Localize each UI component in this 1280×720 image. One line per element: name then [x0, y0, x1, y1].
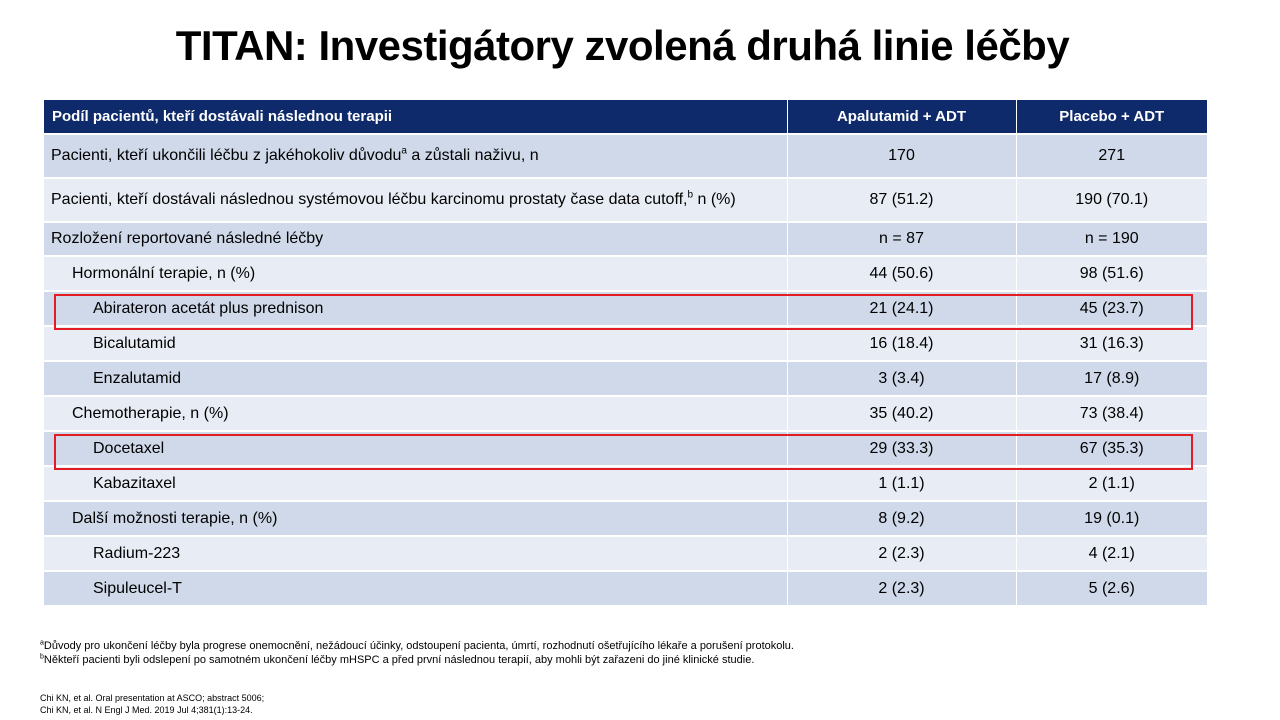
table-row: Hormonální terapie, n (%) 44 (50.6) 98 (… — [44, 255, 1207, 291]
row-label: Bicalutamid — [44, 325, 788, 361]
slide-title: TITAN: Investigátory zvolená druhá linie… — [175, 22, 1070, 69]
table-row: Abirateron acetát plus prednison 21 (24.… — [44, 290, 1207, 326]
apalutamid-value: 44 (50.6) — [787, 255, 1017, 291]
header-apalutamid: Apalutamid + ADT — [787, 100, 1017, 134]
row-label: Abirateron acetát plus prednison — [44, 290, 788, 326]
apalutamid-value: 29 (33.3) — [787, 430, 1017, 466]
row-label: Chemotherapie, n (%) — [44, 395, 788, 431]
row-label: Hormonální terapie, n (%) — [44, 255, 788, 291]
highlight-box-docetaxel — [54, 434, 1193, 470]
table-row: Další možnosti terapie, n (%) 8 (9.2) 19… — [44, 500, 1207, 536]
table-header-row: Podíl pacientů, kteří dostávali následno… — [44, 100, 1207, 134]
table-row: Bicalutamid 16 (18.4) 31 (16.3) — [44, 325, 1207, 361]
table-row: Docetaxel 29 (33.3) 67 (35.3) — [44, 430, 1207, 466]
row-label: Radium-223 — [44, 535, 788, 571]
row-label: Enzalutamid — [44, 360, 788, 396]
apalutamid-value: 8 (9.2) — [787, 500, 1017, 536]
apalutamid-value: n = 87 — [787, 221, 1017, 256]
header-proportion: Podíl pacientů, kteří dostávali následno… — [44, 100, 788, 134]
footnote-a: aDůvody pro ukončení léčby byla progrese… — [40, 639, 794, 652]
reference-1: Chi KN, et al. Oral presentation at ASCO… — [40, 693, 265, 703]
table-row: Pacienti, kteří dostávali následnou syst… — [44, 177, 1207, 222]
placebo-value: 98 (51.6) — [1016, 255, 1207, 291]
table-row: Rozložení reportované následné léčby n =… — [44, 221, 1207, 256]
apalutamid-value: 2 (2.3) — [787, 570, 1017, 605]
placebo-value: 271 — [1016, 133, 1207, 178]
row-label: Další možnosti terapie, n (%) — [44, 500, 788, 536]
placebo-value: 73 (38.4) — [1016, 395, 1207, 431]
placebo-value: 45 (23.7) — [1016, 290, 1207, 326]
row-label: Rozložení reportované následné léčby — [44, 221, 788, 256]
apalutamid-value: 170 — [787, 133, 1017, 178]
placebo-value: 4 (2.1) — [1016, 535, 1207, 571]
placebo-value: 5 (2.6) — [1016, 570, 1207, 605]
row-label: Sipuleucel-T — [44, 570, 788, 605]
apalutamid-value: 16 (18.4) — [787, 325, 1017, 361]
table-row: Kabazitaxel 1 (1.1) 2 (1.1) — [44, 465, 1207, 501]
placebo-value: 67 (35.3) — [1016, 430, 1207, 466]
highlight-box-abirateron — [54, 294, 1193, 330]
placebo-value: 17 (8.9) — [1016, 360, 1207, 396]
row-label: Pacienti, kteří ukončili léčbu z jakéhok… — [44, 133, 788, 178]
apalutamid-value: 21 (24.1) — [787, 290, 1017, 326]
row-label: Kabazitaxel — [44, 465, 788, 501]
placebo-value: 31 (16.3) — [1016, 325, 1207, 361]
row-label: Docetaxel — [44, 430, 788, 466]
apalutamid-value: 87 (51.2) — [787, 177, 1017, 222]
apalutamid-value: 35 (40.2) — [787, 395, 1017, 431]
subsequent-therapy-table: Podíl pacientů, kteří dostávali následno… — [44, 100, 1207, 605]
placebo-value: 2 (1.1) — [1016, 465, 1207, 501]
placebo-value: n = 190 — [1016, 221, 1207, 256]
table-row: Chemotherapie, n (%) 35 (40.2) 73 (38.4) — [44, 395, 1207, 431]
table-row: Radium-223 2 (2.3) 4 (2.1) — [44, 535, 1207, 571]
apalutamid-value: 3 (3.4) — [787, 360, 1017, 396]
placebo-value: 19 (0.1) — [1016, 500, 1207, 536]
footnote-b: bNěkteří pacienti byli odslepení po samo… — [40, 653, 755, 666]
row-label: Pacienti, kteří dostávali následnou syst… — [44, 177, 788, 222]
table-row: Pacienti, kteří ukončili léčbu z jakéhok… — [44, 133, 1207, 178]
apalutamid-value: 1 (1.1) — [787, 465, 1017, 501]
header-placebo: Placebo + ADT — [1016, 100, 1207, 134]
table-row: Sipuleucel-T 2 (2.3) 5 (2.6) — [44, 570, 1207, 605]
reference-2: Chi KN, et al. N Engl J Med. 2019 Jul 4;… — [40, 705, 253, 715]
table-row: Enzalutamid 3 (3.4) 17 (8.9) — [44, 360, 1207, 396]
apalutamid-value: 2 (2.3) — [787, 535, 1017, 571]
placebo-value: 190 (70.1) — [1016, 177, 1207, 222]
